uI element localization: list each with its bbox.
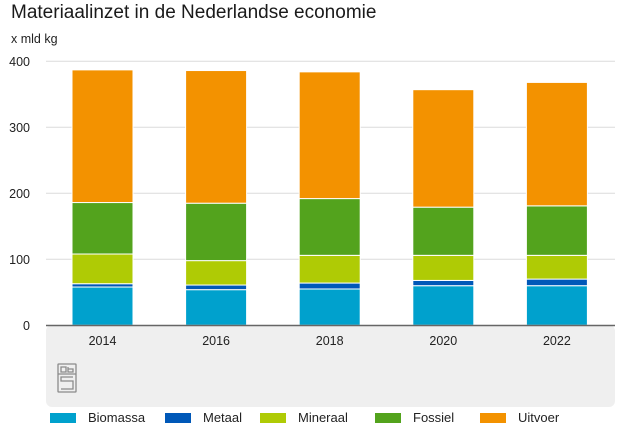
bar-segment-uitvoer-2020[interactable] (412, 89, 475, 208)
legend-label: Uitvoer (518, 410, 560, 425)
legend-label: Mineraal (298, 410, 348, 425)
legend-swatch (165, 412, 191, 423)
x-tick-label: 2020 (429, 334, 457, 348)
x-tick-label: 2022 (543, 334, 571, 348)
legend-item-fossiel[interactable]: Fossiel (375, 408, 454, 427)
bar-segment-mineraal-2018[interactable] (298, 254, 361, 284)
y-tick-label: 300 (9, 121, 30, 135)
bar-segment-uitvoer-2022[interactable] (525, 81, 588, 207)
bar-segment-fossiel-2016[interactable] (185, 202, 248, 262)
bar-segment-metaal-2018[interactable] (298, 282, 361, 290)
legend-swatch (260, 412, 286, 423)
legend-item-uitvoer[interactable]: Uitvoer (480, 408, 559, 427)
bar-segment-mineraal-2020[interactable] (412, 254, 475, 281)
cbs-logo (57, 363, 77, 393)
y-axis-label: x mld kg (11, 32, 58, 46)
chart-title: Materiaalinzet in de Nederlandse economi… (11, 2, 377, 23)
y-tick-label: 0 (23, 319, 30, 333)
bar-segment-metaal-2020[interactable] (412, 279, 475, 287)
bar-segment-uitvoer-2014[interactable] (71, 69, 134, 204)
x-axis-panel (46, 325, 615, 407)
legend-item-metaal[interactable]: Metaal (165, 408, 242, 427)
bar-segment-fossiel-2014[interactable] (71, 202, 134, 255)
legend-item-mineraal[interactable]: Mineraal (260, 408, 348, 427)
bar-segment-biomassa-2018[interactable] (298, 288, 361, 326)
y-tick-label: 200 (9, 187, 30, 201)
y-tick-label: 100 (9, 253, 30, 267)
legend-label: Fossiel (413, 410, 455, 425)
bar-segment-mineraal-2016[interactable] (185, 260, 248, 286)
legend-item-biomassa[interactable]: Biomassa (50, 408, 145, 427)
legend-swatch (50, 412, 76, 423)
legend-label: Biomassa (88, 410, 146, 425)
legend-swatch (375, 412, 401, 423)
bar-segment-fossiel-2022[interactable] (525, 205, 588, 256)
legend-label: Metaal (203, 410, 243, 425)
x-tick-label: 2014 (89, 334, 117, 348)
bar-segment-biomassa-2020[interactable] (412, 285, 475, 326)
bar-segment-mineraal-2014[interactable] (71, 253, 134, 285)
bar-segment-biomassa-2022[interactable] (525, 285, 588, 326)
bar-segment-uitvoer-2018[interactable] (298, 71, 361, 200)
bar-segment-metaal-2016[interactable] (185, 284, 248, 291)
bar-segment-mineraal-2022[interactable] (525, 254, 588, 280)
y-tick-labels: 0 100 200 300 400 (9, 55, 30, 333)
bar-segment-biomassa-2014[interactable] (71, 286, 134, 326)
legend-swatch (480, 412, 506, 423)
bar-segment-metaal-2022[interactable] (525, 278, 588, 287)
bars (71, 69, 588, 326)
bar-segment-uitvoer-2016[interactable] (185, 70, 248, 204)
legend: Biomassa Metaal Mineraal Fossiel Uitvoer (0, 408, 626, 427)
y-tick-label: 400 (9, 55, 30, 69)
x-tick-label: 2018 (316, 334, 344, 348)
bar-segment-fossiel-2020[interactable] (412, 206, 475, 256)
x-tick-label: 2016 (202, 334, 230, 348)
bar-segment-biomassa-2016[interactable] (185, 289, 248, 326)
x-tick-labels: 2014 2016 2018 2020 2022 (89, 334, 571, 348)
bar-segment-fossiel-2018[interactable] (298, 198, 361, 256)
